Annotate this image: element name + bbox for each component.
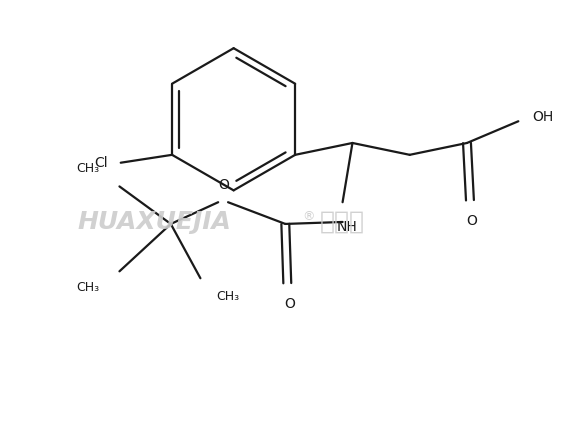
Text: O: O — [284, 297, 295, 311]
Text: Cl: Cl — [94, 156, 108, 170]
Text: CH₃: CH₃ — [216, 290, 240, 303]
Text: CH₃: CH₃ — [77, 162, 99, 175]
Text: ®: ® — [303, 211, 315, 223]
Text: O: O — [219, 178, 229, 192]
Text: CH₃: CH₃ — [77, 281, 99, 294]
Text: OH: OH — [532, 110, 553, 124]
Text: NH: NH — [336, 220, 357, 234]
Text: O: O — [467, 214, 477, 228]
Text: HUAXUEJIA: HUAXUEJIA — [77, 210, 232, 234]
Text: 化学加: 化学加 — [320, 210, 364, 234]
